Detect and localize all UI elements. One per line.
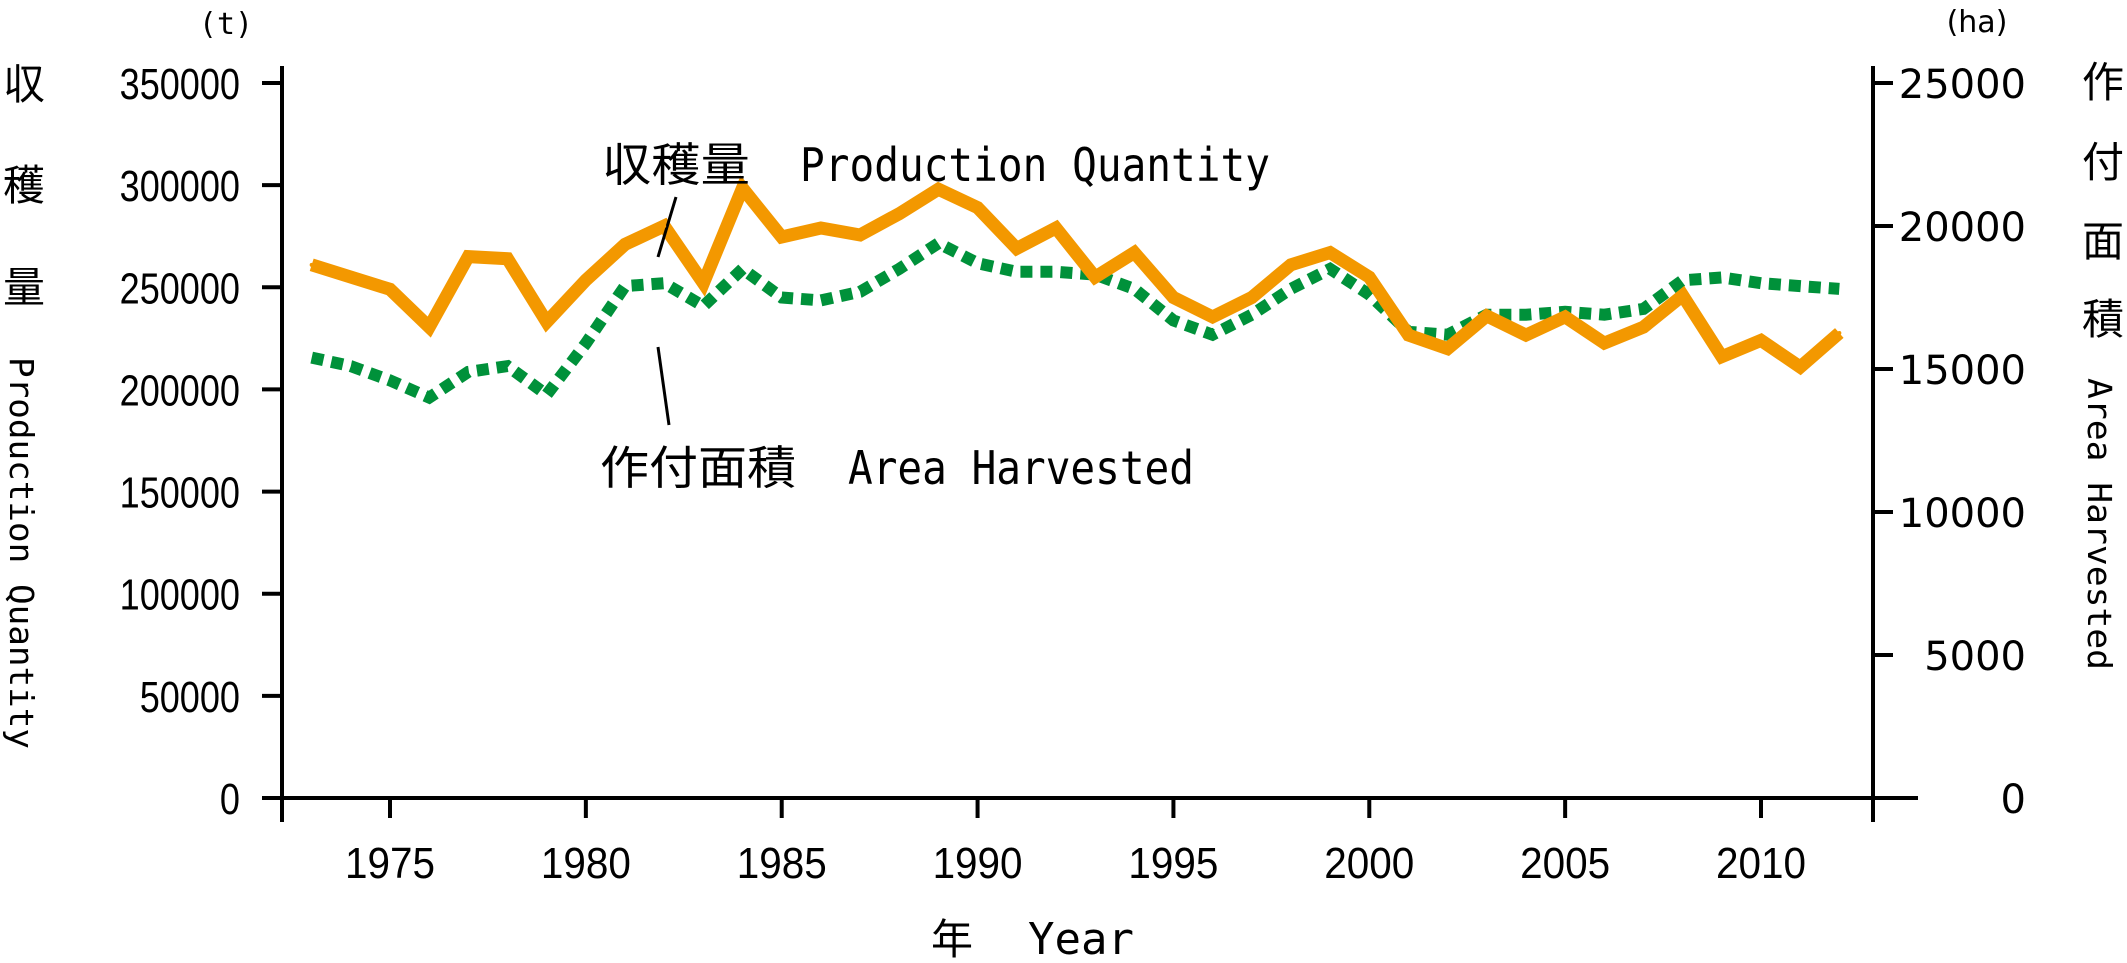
production-point [1523,333,1528,338]
production-point [1837,331,1842,336]
production-point [1093,275,1098,280]
production-point [1484,313,1489,318]
production-point [1641,325,1646,330]
annotation-production-en: Production Quantity [800,138,1270,192]
x-tick-label: 1985 [737,839,827,888]
production-point [1249,295,1254,300]
production-point [505,256,510,261]
right-axis-title-jp: 作 付 面 積 [2082,58,2124,344]
left-y-tick-label: 50000 [140,672,240,721]
production-point [1759,338,1763,343]
left-y-tick-label: 200000 [120,366,240,415]
production-point [544,320,549,325]
series-line-production-quantity [309,175,1844,376]
left-y-tick-label: 350000 [120,60,240,109]
production-point [388,287,392,292]
production-point [348,275,353,280]
production-point [1210,314,1215,319]
left-axis-title-jp-char: 収 [3,60,45,109]
right-axis-unit: (ha) [1947,5,2008,40]
production-point [701,281,706,286]
right-axis-title-jp-char: 面 [2082,217,2124,266]
right-axis-title-jp-char: 積 [2082,295,2124,344]
production-point [936,187,941,192]
production-point [1288,262,1293,267]
production-point [779,235,784,240]
x-axis-title-jp: 年 [931,915,973,963]
production-points [309,186,1842,369]
right-y-tick-label: 5000 [1924,634,2026,680]
left-axis-title-jp-char: 穫 [3,161,45,210]
right-y-tick-label: 10000 [1899,491,2026,537]
production-point [1367,275,1372,280]
production-point [1171,295,1176,300]
right-axis-title-jp-char: 作 [2082,58,2124,107]
annotation-area-jp: 作付面積 [600,441,796,495]
production-point [1406,333,1411,338]
production-point [1563,314,1568,319]
production-point [623,242,628,247]
annotation-leader-production [656,196,678,258]
production-point [309,262,314,267]
production-point [1798,364,1803,369]
left-axis-title-en: Production Quantity [2,357,41,749]
right-axis-title-jp-char: 付 [2082,138,2124,187]
annotation-area-en: Area Harvested [848,441,1194,495]
production-point [1719,354,1724,359]
left-y-tick-label: 150000 [120,468,240,517]
right-y-tick-label: 25000 [1899,62,2026,108]
series-line-area-harvested [310,236,1840,405]
production-point [818,226,823,231]
production-point [1602,341,1607,346]
production-point [583,278,588,283]
x-tick-label: 1995 [1128,839,1218,888]
x-axis-title-en: Year [1028,914,1134,963]
x-tick-label: 2005 [1520,839,1610,888]
x-tick-label: 2010 [1716,839,1806,888]
x-tick-label: 2000 [1324,839,1414,888]
left-y-tick-label: 0 [220,775,240,824]
production-point [427,325,432,330]
production-point [1053,226,1058,231]
annotation-leader-area [656,346,671,426]
left-y-tick-label: 100000 [120,570,240,619]
right-y-tick-label: 20000 [1899,205,2026,251]
production-point [975,205,980,210]
left-axis-unit: (t) [199,7,253,42]
production-point [858,232,863,237]
x-ticks: 1975 1980 1985 1990 1995 2000 2005 2010 [345,798,1806,888]
x-tick-label: 1975 [345,839,435,888]
right-y-tick-label: 0 [2001,777,2026,823]
production-point [1445,346,1450,351]
production-point [662,224,667,228]
right-y-tick-label: 15000 [1899,348,2026,394]
x-tick-label: 1990 [933,839,1023,888]
left-y-ticks: 0 50000 100000 150000 200000 250000 300000 3500… [120,60,282,824]
right-y-ticks: 0 5000 10000 15000 20000 25000 [1873,62,2026,823]
production-point [1328,250,1333,255]
production-point [740,186,745,191]
right-axis-title-en: Area Harvested [2080,378,2119,670]
left-axis-title-jp-char: 量 [3,263,45,312]
annotation-production-jp: 収穫量 [602,138,750,192]
production-point [1132,250,1137,255]
production-point [466,254,471,259]
left-y-tick-label: 250000 [120,264,240,313]
production-point [897,211,902,216]
left-y-tick-label: 300000 [120,162,240,211]
production-point [1680,293,1685,298]
left-axis-title-jp: 収 穫 量 [3,60,45,312]
production-point [1014,246,1019,251]
x-tick-label: 1980 [541,839,631,888]
